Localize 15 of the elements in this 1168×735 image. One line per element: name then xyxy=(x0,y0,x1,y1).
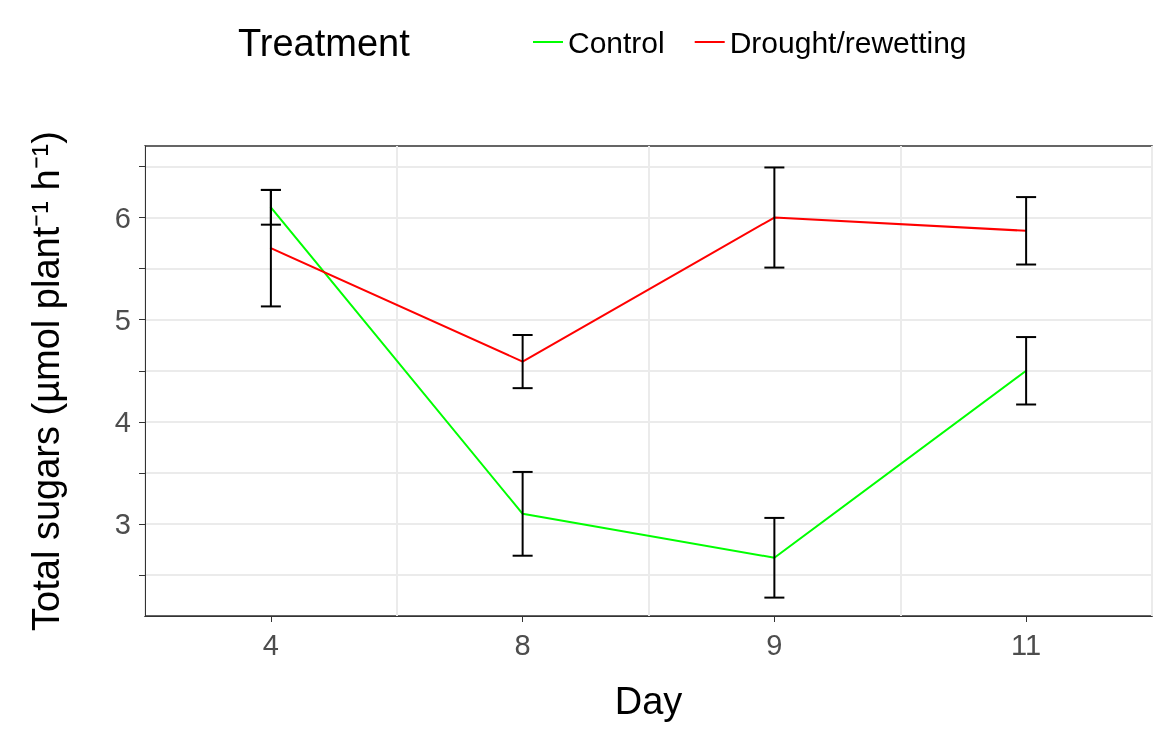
x-tick-label: 9 xyxy=(766,628,783,661)
y-tick-label: 3 xyxy=(114,508,131,541)
x-tick-label: 4 xyxy=(262,628,279,661)
x-tick-label: 8 xyxy=(514,628,531,661)
line-series xyxy=(269,206,1028,559)
legend-label: Drought/rewetting xyxy=(729,25,967,59)
line-series xyxy=(269,216,1028,363)
legend-label: Control xyxy=(568,25,665,59)
x-axis-title: Day xyxy=(614,680,683,722)
legend-title: Treatment xyxy=(238,22,411,64)
y-tick-label: 4 xyxy=(114,405,131,438)
x-tick-label: 11 xyxy=(1011,628,1042,661)
y-axis-title: Total sugars (µmol plant⁻¹ h⁻¹) xyxy=(25,131,67,631)
y-tick-label: 5 xyxy=(114,303,131,336)
y-tick-label: 6 xyxy=(114,201,131,234)
